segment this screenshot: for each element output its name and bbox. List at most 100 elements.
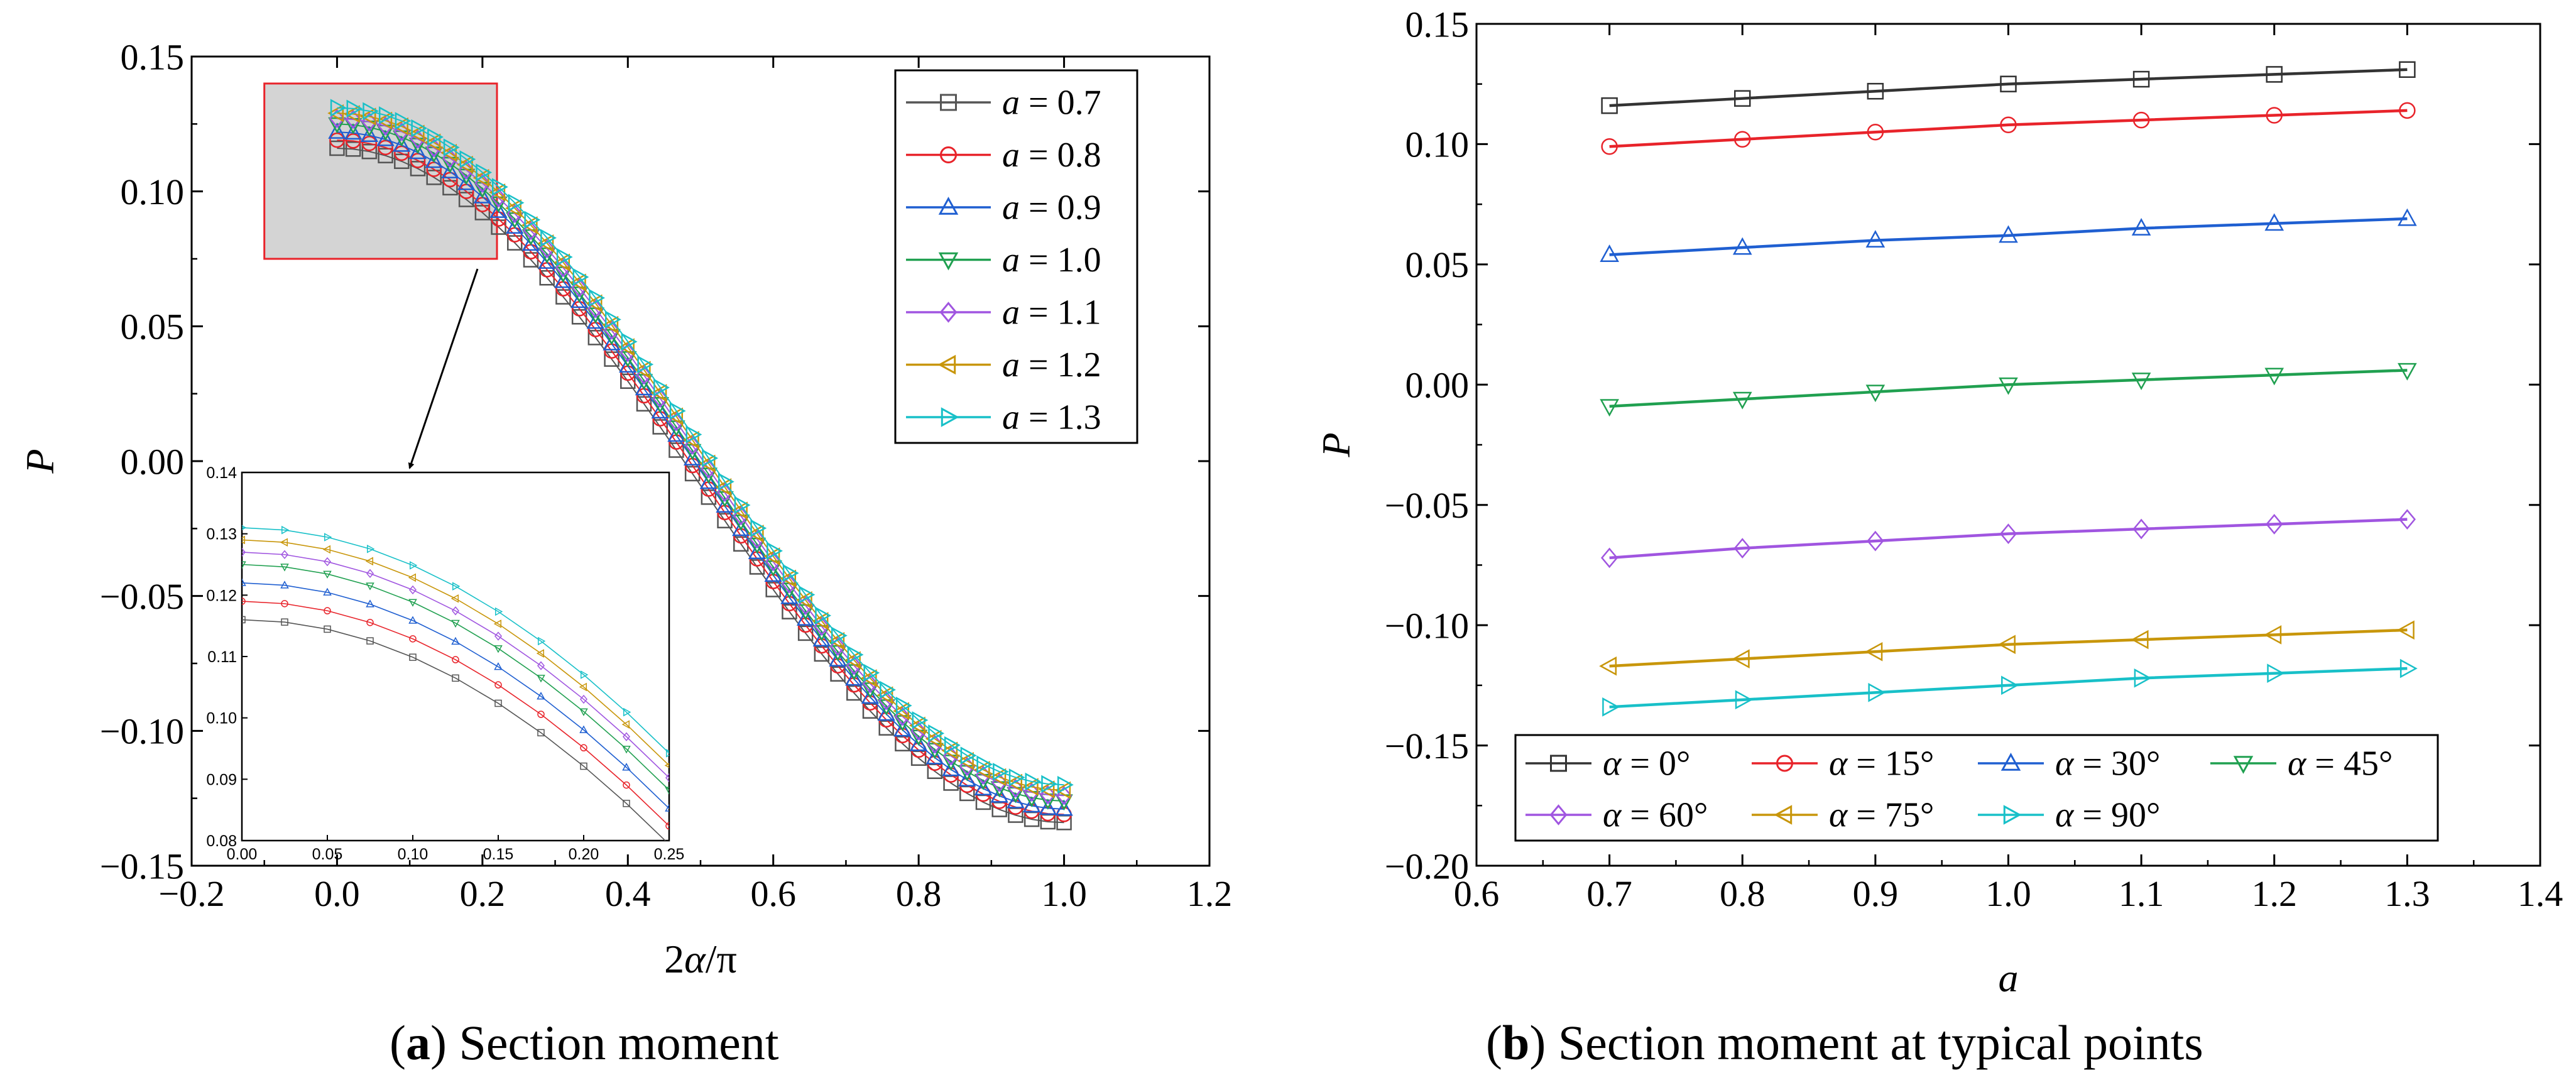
inset-line xyxy=(242,601,669,827)
marker-triangle-down xyxy=(323,570,332,579)
chart-a-xtick-label: 0.4 xyxy=(605,873,651,914)
series-line xyxy=(337,107,1064,786)
marker-square xyxy=(345,141,361,157)
marker-diamond xyxy=(1999,523,2017,545)
marker-triangle-left xyxy=(493,619,501,628)
marker-square xyxy=(494,699,502,707)
marker-triangle-up xyxy=(764,565,782,582)
chart-b-xtick-label: 1.1 xyxy=(2119,873,2164,914)
marker-triangle-up xyxy=(323,587,332,596)
marker-triangle-right xyxy=(1057,775,1074,794)
marker-square xyxy=(580,762,587,770)
chart-b-legend: α = 0° α = 15° α = 30° α = 45° α = 60° α = 75… xyxy=(1514,734,2439,842)
marker-triangle-right xyxy=(495,607,503,616)
chart-b-ytick-label: 0.10 xyxy=(1405,124,1470,165)
marker-triangle-up xyxy=(635,379,653,396)
marker-square xyxy=(733,536,749,552)
marker-triangle-right xyxy=(831,626,848,645)
caption-a: (a) Section moment xyxy=(390,1015,779,1070)
marker-triangle-down xyxy=(1999,377,2018,395)
marker-square xyxy=(409,653,417,661)
marker-square xyxy=(442,180,458,196)
marker-triangle-left xyxy=(650,384,667,402)
chart-b-ytick-label: −0.20 xyxy=(1385,846,1469,886)
chart-b: aPα = 0° α = 15° α = 30° α = 45°α = 60° α = … xyxy=(1314,61,2439,1000)
caption-a-letter: a xyxy=(405,1015,430,1070)
chart-b-ytick-label: 0.15 xyxy=(1405,4,1470,45)
marker-square xyxy=(491,219,506,235)
inset-series-1.1 xyxy=(242,547,715,826)
marker-triangle-left xyxy=(844,651,861,669)
marker-triangle-left xyxy=(536,649,544,658)
chart-b-xlabel: a xyxy=(1999,956,2019,1000)
legend-label: α = 15° xyxy=(1829,744,1934,783)
marker-square xyxy=(361,143,378,160)
marker-square xyxy=(604,351,619,367)
inset-line xyxy=(242,582,669,809)
marker-triangle-right xyxy=(718,472,734,491)
marker-triangle-right xyxy=(1602,697,1620,717)
marker-triangle-up xyxy=(958,770,976,787)
chart-a-ytick-label: −0.10 xyxy=(100,711,184,752)
marker-triangle-up xyxy=(2398,208,2417,226)
marker-square xyxy=(701,489,717,505)
marker-square xyxy=(426,170,442,185)
series-line xyxy=(337,112,1064,791)
series-b-0° xyxy=(1601,61,2416,114)
caption-b-letter: b xyxy=(1502,1015,1530,1070)
inset-xtick-label: 0.20 xyxy=(569,846,599,863)
marker-circle xyxy=(1734,131,1751,148)
marker-square xyxy=(329,140,345,156)
marker-triangle-up xyxy=(909,734,928,751)
series-line xyxy=(1609,518,2408,560)
marker-circle xyxy=(2266,107,2283,124)
marker-triangle-right xyxy=(1025,772,1042,791)
chart-b-xtick-label: 0.9 xyxy=(1853,873,1899,914)
marker-triangle-right xyxy=(928,724,945,743)
marker-triangle-left xyxy=(359,107,376,126)
chart-a-xtick-label: 1.0 xyxy=(1041,873,1087,914)
inset-xtick-label: 0.00 xyxy=(227,846,258,863)
marker-triangle-up xyxy=(683,449,702,466)
marker-triangle-left xyxy=(715,478,732,496)
marker-triangle-left xyxy=(812,612,829,630)
marker-triangle-left xyxy=(376,111,393,130)
marker-triangle-left xyxy=(682,430,699,449)
inset-ytick-label: 0.08 xyxy=(206,832,237,850)
marker-triangle-up xyxy=(651,402,669,419)
marker-triangle-right xyxy=(976,755,993,773)
marker-square xyxy=(940,94,957,111)
marker-diamond xyxy=(242,547,246,557)
inset-series-1.2 xyxy=(242,535,669,768)
marker-triangle-up xyxy=(942,760,960,777)
marker-circle xyxy=(709,867,715,873)
marker-diamond xyxy=(324,557,331,567)
marker-triangle-up xyxy=(494,662,503,670)
marker-square xyxy=(587,330,604,346)
marker-diamond xyxy=(709,819,715,826)
marker-triangle-up xyxy=(748,543,767,559)
marker-triangle-up xyxy=(974,779,993,795)
marker-triangle-right xyxy=(346,99,363,118)
marker-triangle-down xyxy=(622,746,631,754)
marker-triangle-right xyxy=(912,711,929,729)
marker-triangle-right xyxy=(572,268,589,286)
marker-triangle-left xyxy=(618,338,635,356)
marker-triangle-down xyxy=(280,564,289,572)
marker-square xyxy=(636,396,652,412)
marker-diamond xyxy=(366,569,374,579)
inset-series-0.8 xyxy=(242,597,715,873)
marker-diamond xyxy=(409,585,417,595)
marker-triangle-left xyxy=(2396,620,2415,640)
marker-triangle-right xyxy=(1868,683,1886,702)
marker-square xyxy=(895,736,910,752)
chart-b-xtick-label: 0.7 xyxy=(1586,873,1632,914)
marker-triangle-left xyxy=(763,547,780,565)
marker-triangle-right xyxy=(782,564,799,582)
marker-circle xyxy=(242,597,246,605)
marker-circle xyxy=(1601,138,1618,155)
zoom-box xyxy=(263,82,498,260)
marker-circle xyxy=(2132,111,2150,129)
marker-circle xyxy=(366,619,374,626)
inset-series-group xyxy=(242,525,715,873)
